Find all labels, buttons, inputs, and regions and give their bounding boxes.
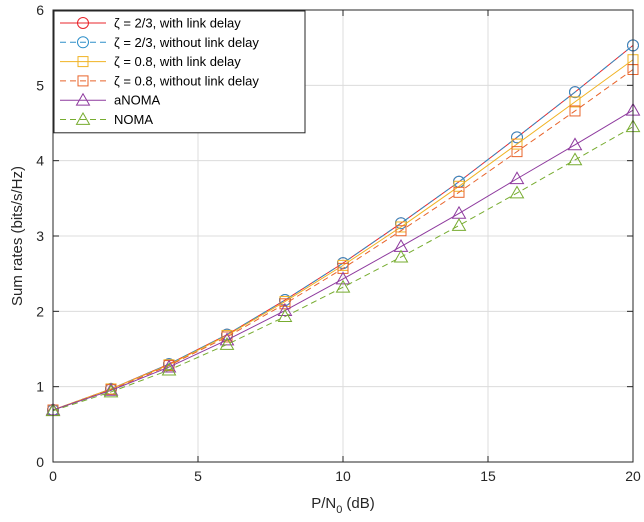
x-tick-label: 20 (625, 468, 641, 484)
x-tick-label: 10 (335, 468, 351, 484)
y-tick-label: 5 (36, 77, 44, 93)
data-point (569, 86, 581, 99)
data-point (511, 131, 523, 144)
y-axis-label: Sum rates (bits/s/Hz) (9, 166, 26, 306)
y-tick-label: 6 (36, 2, 44, 18)
data-point (335, 279, 351, 293)
data-point (277, 309, 293, 322)
series-line (52, 126, 634, 412)
legend-marker (77, 36, 89, 49)
x-tick-label: 15 (480, 468, 496, 484)
series-line (52, 59, 634, 411)
x-tick-label: 0 (49, 468, 57, 484)
y-tick-label: 1 (36, 379, 44, 395)
x-axis-label-subscript: 0 (336, 504, 342, 516)
data-point (511, 138, 523, 150)
data-point (103, 382, 119, 396)
data-point (451, 217, 467, 231)
legend-item: ζ = 2/3, with link delay (60, 16, 241, 31)
data-point (567, 152, 583, 166)
legend-marker (77, 56, 89, 68)
data-point (161, 362, 177, 376)
legend-item: ζ = 0.8, without link delay (60, 73, 259, 88)
data-point (453, 186, 465, 198)
legend-marker (77, 75, 89, 87)
series-line (52, 109, 634, 411)
x-tick-label: 5 (194, 468, 202, 484)
legend: ζ = 2/3, with link delay ζ = 2/3, without… (53, 10, 306, 134)
data-point (219, 332, 235, 346)
legend-marker (77, 17, 89, 29)
data-point (161, 359, 177, 373)
x-axis-label: P/N0 (dB) (311, 495, 374, 516)
y-tick-label: 0 (36, 454, 44, 470)
legend-item: NOMA (60, 111, 153, 127)
legend-item: ζ = 0.8, with link delay (60, 54, 241, 69)
data-point (103, 384, 119, 398)
y-tick-label: 4 (36, 153, 44, 169)
series-line (52, 69, 634, 411)
legend-marker (75, 111, 91, 125)
legend-label: ζ = 2/3, with link delay (114, 16, 241, 31)
data-point (453, 180, 465, 192)
data-point (569, 96, 581, 108)
plot-series (45, 39, 641, 417)
data-point (567, 137, 583, 151)
data-point (393, 249, 409, 263)
data-point (509, 171, 525, 185)
data-point (277, 303, 293, 316)
legend-label: NOMA (114, 112, 153, 127)
legend-marker (75, 92, 91, 106)
data-point (219, 336, 235, 350)
data-point (511, 146, 523, 158)
x-axis-label-main: P/N (311, 495, 336, 512)
data-point (335, 271, 351, 285)
data-point (395, 225, 407, 237)
legend-label: ζ = 0.8, without link delay (114, 73, 259, 88)
data-point (279, 298, 291, 310)
data-point (509, 185, 525, 199)
y-tick-label: 3 (36, 228, 44, 244)
y-tick-label: 2 (36, 303, 44, 319)
x-axis-label-unit: (dB) (346, 495, 374, 512)
series-5 (45, 102, 641, 416)
legend-label: ζ = 2/3, without link delay (114, 35, 259, 50)
legend-label: aNOMA (114, 93, 161, 108)
legend-label: ζ = 0.8, with link delay (114, 54, 241, 69)
legend-box (53, 10, 306, 134)
legend-item: aNOMA (60, 92, 161, 108)
data-point (569, 105, 581, 117)
legend-item: ζ = 2/3, without link delay (60, 35, 259, 50)
